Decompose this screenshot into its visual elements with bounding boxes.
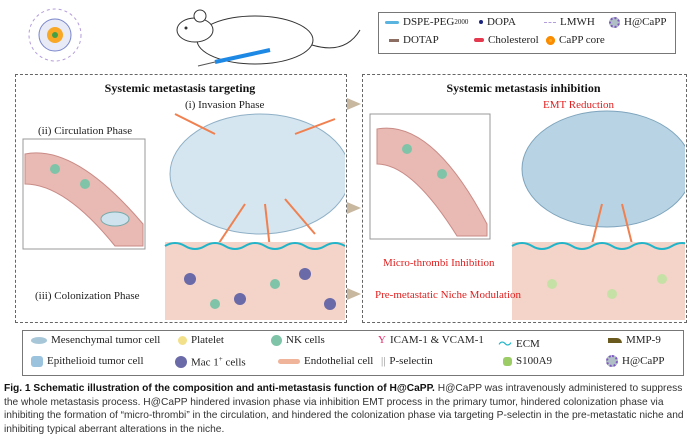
nk-cell (80, 179, 90, 189)
epithelioid-cell-icon (31, 355, 43, 367)
blood-vessel (376, 127, 488, 237)
ecm (164, 242, 345, 250)
platelet-icon (178, 335, 187, 345)
injection-illustration (28, 8, 361, 67)
hcapp-icon (609, 16, 620, 28)
hcapp-icon (606, 355, 618, 367)
mesenchymal-cell-icon (31, 336, 47, 344)
legend-item: S100A9 (503, 355, 552, 367)
nanoparticle-icon (28, 8, 82, 62)
ecm-icon: 〜 (498, 338, 512, 353)
legend-item: Cholesterol (474, 34, 539, 46)
legend-item: Endothelial cell (278, 355, 373, 367)
tumor-mass (169, 113, 345, 235)
p-selectin-icon: || (381, 355, 386, 367)
lmwh-icon (544, 21, 556, 23)
arrow-icon (347, 288, 361, 300)
arrow-icon (347, 202, 361, 214)
tumor-mass (521, 110, 685, 228)
composition-legend: DSPE-PEG 2000 DOPA LMWH H@CaPP DOTAP Chol… (378, 12, 676, 54)
legend-item: DOPA (479, 16, 516, 28)
nk-cell-icon (271, 334, 282, 346)
nk-cell (50, 164, 60, 174)
capp-core-icon (546, 35, 555, 45)
icam-icon: Y (378, 334, 386, 346)
tumor-cluster (100, 211, 130, 227)
legend-item: || P-selectin (381, 355, 433, 367)
circulation-phase-label: (ii) Circulation Phase (38, 125, 133, 137)
legend-item: LMWH (544, 16, 595, 28)
ecm (511, 242, 685, 250)
emt-reduction-label: EMT Reduction (543, 99, 614, 111)
panel-title: Systemic metastasis targeting (104, 81, 256, 95)
legend-item: DOTAP (389, 34, 439, 46)
invasion-phase-label: (i) Invasion Phase (185, 99, 265, 111)
figure-caption: Fig. 1 Schematic illustration of the com… (4, 383, 684, 435)
blood-vessels (174, 113, 336, 250)
legend-item: NK cells (271, 334, 325, 346)
mac1-cell-icon (175, 355, 187, 368)
cholesterol-icon (474, 38, 484, 42)
micro-thrombi-label: Micro-thrombi Inhibition (383, 257, 495, 269)
legend-item: Y ICAM-1 & VCAM-1 (378, 334, 484, 346)
legend-item: H@CaPP (606, 355, 665, 367)
legend-item: Mac 1+ cells (175, 355, 246, 369)
blood-vessels (591, 203, 633, 245)
legend-item: DSPE-PEG 2000 (385, 16, 468, 28)
dopa-icon (479, 20, 483, 24)
legend-item: Platelet (178, 334, 224, 346)
legend-item: Epithelioid tumor cell (31, 355, 144, 367)
legend-item: H@CaPP (609, 16, 667, 28)
niche-modulation-label: Pre-metastatic Niche Modulation (375, 289, 522, 301)
legend-item: 〜 ECM (498, 334, 540, 354)
legend-item: Mesenchymal tumor cell (31, 334, 160, 346)
panel-title: Systemic metastasis inhibition (446, 81, 601, 95)
tissue (512, 242, 685, 320)
targeting-illustration (22, 113, 345, 320)
arrow-icon (347, 98, 361, 110)
mmp9-icon (608, 337, 622, 343)
cell-legend: Mesenchymal tumor cell Platelet NK cells… (22, 330, 684, 376)
inhibition-illustration (369, 110, 685, 320)
mouse-icon (176, 9, 361, 65)
legend-item: CaPP core (546, 34, 605, 46)
dotap-icon (389, 38, 399, 42)
legend-item: MMP-9 (608, 334, 661, 346)
s100a9-icon (503, 356, 512, 366)
inhibition-panel (362, 74, 687, 323)
syringe-icon (197, 48, 271, 67)
dspe-peg-icon (385, 20, 399, 24)
colonization-phase-label: (iii) Colonization Phase (35, 290, 140, 302)
targeting-panel (15, 74, 347, 323)
endothelial-cell-icon (278, 358, 300, 364)
arrows (347, 98, 361, 300)
